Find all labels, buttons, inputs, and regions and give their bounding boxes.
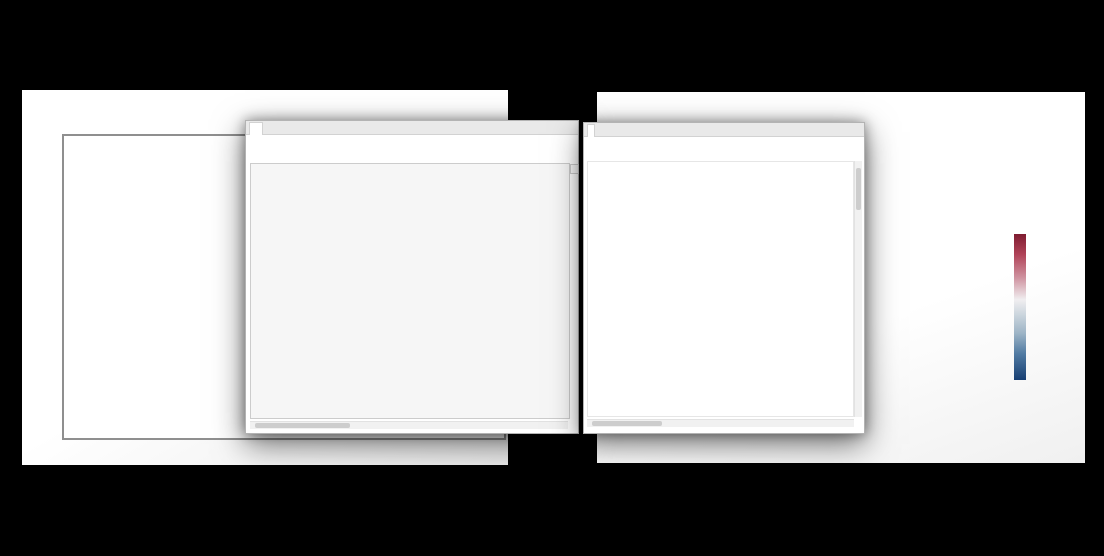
cart-hscrollbar[interactable] <box>587 419 854 427</box>
cart-worksheet-row[interactable] <box>589 139 591 147</box>
cart-window <box>583 122 865 434</box>
worksheet-row[interactable] <box>251 137 253 145</box>
cart-tab[interactable] <box>587 124 595 137</box>
colorbar-gradient <box>1014 234 1026 380</box>
sixpack-tab[interactable] <box>249 122 263 135</box>
cart-hscroll-thumb[interactable] <box>592 421 662 426</box>
cart-tabbar <box>584 123 864 137</box>
cart-vscrollbar[interactable] <box>854 161 862 417</box>
sixpack-hscroll-thumb[interactable] <box>255 423 350 428</box>
cart-vscroll-thumb[interactable] <box>856 168 861 210</box>
sixpack-report-card <box>250 163 570 419</box>
sixpack-tabbar <box>246 121 578 135</box>
sixpack-window <box>245 120 579 434</box>
sixpack-hscrollbar[interactable] <box>250 421 568 429</box>
report-options-button[interactable] <box>570 164 579 174</box>
cart-tree-canvas <box>587 161 854 417</box>
